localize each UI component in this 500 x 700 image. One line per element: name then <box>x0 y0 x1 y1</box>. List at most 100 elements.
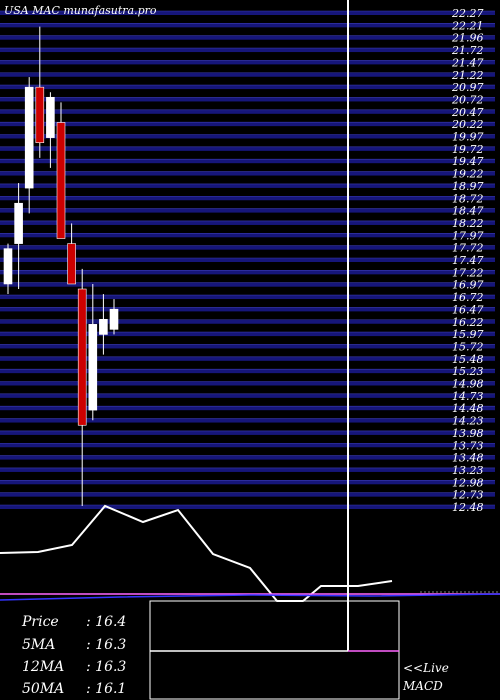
ma5-label: 5MA <box>22 637 56 653</box>
price-grid <box>0 10 495 509</box>
y-tick-label: 22.21 <box>451 19 484 32</box>
y-tick-label: 13.73 <box>452 439 484 452</box>
y-tick-label: 16.72 <box>452 291 484 304</box>
y-tick-label: 16.47 <box>452 303 484 316</box>
gridline <box>0 455 495 460</box>
gridline <box>0 467 495 472</box>
macd-line <box>0 593 500 601</box>
y-tick-label: 13.23 <box>452 464 484 477</box>
macd-box <box>149 600 400 700</box>
gridline <box>0 122 495 127</box>
y-tick-label: 17.72 <box>452 242 484 255</box>
y-tick-label: 20.47 <box>451 106 484 119</box>
y-tick-label: 15.97 <box>452 328 484 341</box>
price-value: 16.4 <box>95 614 127 630</box>
gridline <box>0 295 495 300</box>
gridline <box>0 258 495 262</box>
ma50-value: 16.1 <box>95 681 127 697</box>
y-tick-label: 18.22 <box>452 217 484 230</box>
gridline <box>0 220 495 225</box>
gridline <box>0 48 495 53</box>
y-tick-label: 17.47 <box>452 254 484 267</box>
gridline <box>0 109 495 114</box>
gridline <box>0 480 495 485</box>
gridline <box>0 356 495 361</box>
gridline <box>0 60 495 65</box>
candle-body <box>77 288 87 426</box>
gridline <box>0 183 495 188</box>
candle-body <box>67 243 76 285</box>
y-tick-label: 18.97 <box>452 180 484 193</box>
gridline <box>0 171 495 176</box>
ma5-value: 16.3 <box>95 637 127 653</box>
candle-body <box>99 318 108 335</box>
gridline <box>0 319 495 324</box>
gridline <box>0 233 495 238</box>
candle-body <box>3 248 13 285</box>
gridline <box>0 35 495 40</box>
y-tick-label: 19.47 <box>452 155 484 168</box>
candle-body <box>14 202 23 244</box>
y-tick-label: 14.73 <box>452 390 484 403</box>
ma5-row: 5MA: 16.3 <box>22 637 127 653</box>
gridline <box>0 23 495 28</box>
y-tick-label: 17.97 <box>452 229 484 242</box>
y-tick-label: 16.97 <box>452 279 484 292</box>
live-label[interactable]: <<Live <box>403 661 449 675</box>
gridline <box>0 270 495 275</box>
y-tick-label: 22.27 <box>451 7 484 20</box>
y-tick-label: 21.22 <box>451 69 484 82</box>
gridline <box>0 159 495 164</box>
gridline <box>0 344 495 349</box>
y-tick-label: 21.47 <box>451 56 484 69</box>
ma12-label: 12MA <box>22 659 65 675</box>
gridline <box>0 443 495 448</box>
candle-body <box>88 324 98 411</box>
y-tick-label: 18.72 <box>452 192 484 205</box>
gridline <box>0 369 495 374</box>
gridline <box>0 418 495 423</box>
candle-body <box>56 122 66 239</box>
y-tick-label: 15.23 <box>452 365 484 378</box>
gridline <box>0 85 495 90</box>
y-tick-label: 13.98 <box>452 427 484 440</box>
price-label: Price <box>22 614 59 630</box>
y-tick-label: 18.47 <box>452 205 484 218</box>
gridline <box>0 406 495 411</box>
candle-body <box>35 86 45 143</box>
gridline <box>0 97 495 102</box>
y-tick-label: 16.22 <box>452 316 484 329</box>
gridline <box>0 282 495 287</box>
gridline <box>0 332 495 337</box>
ma12-row: 12MA: 16.3 <box>22 659 127 675</box>
gridline <box>0 196 495 201</box>
ma50-label: 50MA <box>22 681 65 697</box>
y-tick-label: 20.72 <box>451 93 484 106</box>
y-tick-label: 14.23 <box>452 415 484 428</box>
price-row: Price: 16.4 <box>22 614 127 630</box>
gridline <box>0 245 495 250</box>
gridline <box>0 208 495 213</box>
y-tick-label: 19.97 <box>452 131 484 144</box>
y-tick-label: 14.98 <box>452 378 484 391</box>
gridline <box>0 492 495 497</box>
y-tick-label: 21.72 <box>451 44 484 57</box>
y-tick-label: 20.22 <box>451 118 484 131</box>
y-tick-labels: 22.2722.2121.9621.7221.4721.2220.9720.72… <box>451 7 484 514</box>
gridline <box>0 11 495 15</box>
gridline <box>0 381 495 386</box>
y-tick-label: 12.98 <box>452 476 484 489</box>
y-tick-label: 21.96 <box>451 32 484 45</box>
y-tick-label: 19.72 <box>452 143 484 156</box>
chart-title: USA MAC munafasutra.pro <box>4 4 157 17</box>
volume-line <box>0 504 393 602</box>
gridline <box>0 134 495 139</box>
macd-label: MACD <box>403 679 443 693</box>
y-tick-label: 12.73 <box>452 489 484 502</box>
y-tick-label: 15.48 <box>452 353 484 366</box>
y-tick-label: 15.72 <box>452 340 484 353</box>
ma50-row: 50MA: 16.1 <box>22 681 127 697</box>
y-tick-label: 13.48 <box>452 452 484 465</box>
